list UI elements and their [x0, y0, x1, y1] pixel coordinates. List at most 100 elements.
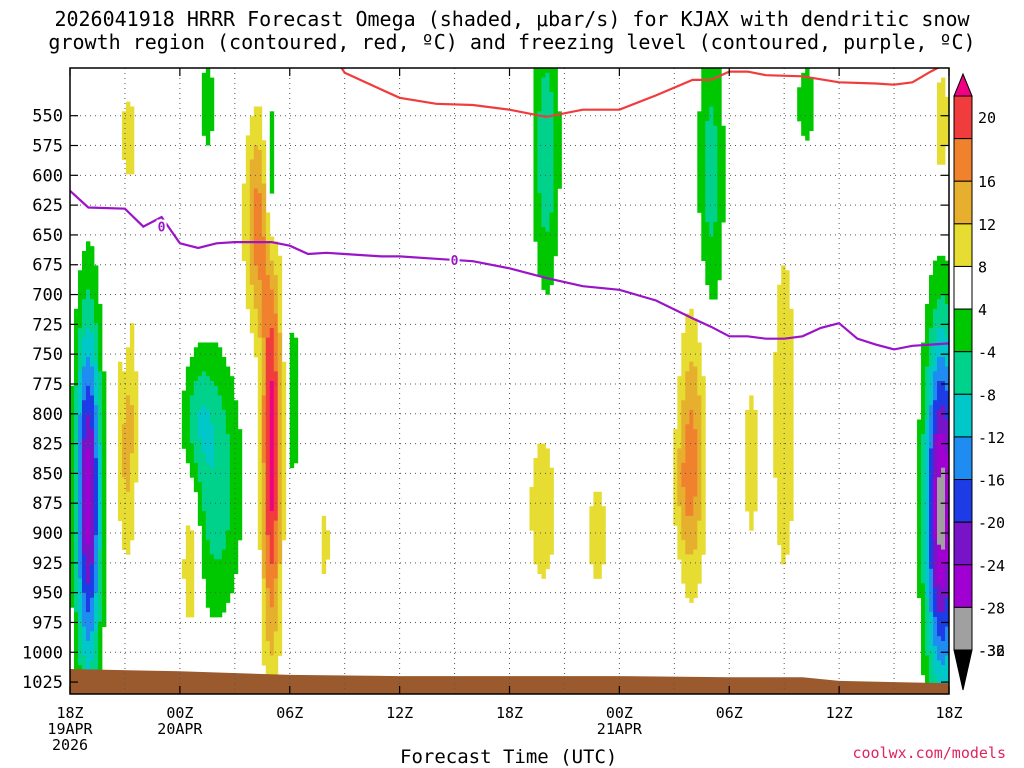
- omega-cell: [273, 578, 279, 632]
- omega-cell: [269, 111, 275, 194]
- colorbar-bin: [953, 479, 973, 523]
- omega-cell: [945, 96, 950, 146]
- omega-cell: [693, 496, 698, 550]
- omega-cell: [693, 549, 698, 599]
- omega-cell: [261, 395, 267, 464]
- omega-cell: [945, 597, 950, 627]
- omega-cell: [941, 467, 946, 550]
- omega-cell: [133, 371, 139, 483]
- omega-cell: [945, 626, 950, 656]
- omega-cell: [945, 655, 950, 685]
- omega-cell: [193, 347, 199, 382]
- colorbar-bin: [953, 606, 973, 651]
- omega-cell: [221, 356, 227, 411]
- omega-cell: [181, 559, 187, 579]
- omega-cell: [685, 371, 690, 425]
- omega-cell: [933, 433, 938, 478]
- omega-cell: [545, 448, 550, 570]
- omega-cell: [221, 409, 227, 550]
- omega-cell: [125, 491, 131, 555]
- omega-cell: [209, 424, 215, 469]
- omega-cell: [937, 255, 942, 300]
- omega-cell: [189, 356, 195, 396]
- omega-cell: [189, 395, 195, 444]
- omega-cell: [93, 592, 99, 632]
- omega-cell: [209, 467, 215, 555]
- y-tick-label: 675: [32, 256, 63, 276]
- omega-cell: [945, 390, 950, 420]
- omega-cell: [933, 308, 938, 343]
- omega-cell: [933, 616, 938, 647]
- omega-cell: [925, 597, 930, 656]
- omega-cell: [125, 395, 131, 493]
- omega-cell: [269, 607, 275, 656]
- omega-cell: [945, 453, 950, 565]
- omega-cell: [257, 106, 263, 151]
- omega-cell: [673, 429, 678, 526]
- contour-label-bg: [449, 252, 460, 267]
- omega-cell: [705, 222, 710, 286]
- omega-cell: [549, 212, 554, 286]
- y-tick-label: 1025: [22, 673, 63, 693]
- omega-cell: [189, 443, 195, 478]
- omega-cell: [941, 255, 946, 295]
- omega-cell: [197, 376, 203, 411]
- omega-cell: [773, 352, 778, 478]
- credit-link[interactable]: coolwx.com/models: [852, 744, 1006, 762]
- colorbar-label: -8: [978, 386, 996, 404]
- omega-cell: [549, 92, 554, 213]
- omega-cell: [781, 265, 786, 565]
- omega-cell: [685, 313, 690, 372]
- omega-cell: [93, 265, 99, 324]
- omega-cell: [269, 328, 275, 382]
- x-tick-label: 18Z: [935, 704, 962, 722]
- omega-cell: [701, 376, 706, 555]
- omega-cell: [777, 284, 782, 546]
- omega-cell: [77, 328, 83, 372]
- omega-cell: [689, 515, 694, 555]
- x-tick-label: 21APR: [597, 720, 643, 738]
- omega-cell: [541, 77, 546, 228]
- y-tick-label: 700: [32, 286, 63, 306]
- omega-cell: [97, 371, 103, 444]
- omega-cell: [265, 641, 271, 695]
- y-tick-label: 625: [32, 196, 63, 216]
- omega-cell: [117, 361, 123, 522]
- omega-cell: [205, 68, 211, 146]
- colorbar-label: -24: [978, 557, 1005, 575]
- omega-cell: [74, 308, 79, 387]
- omega-cell: [265, 212, 271, 242]
- omega-cell: [197, 342, 203, 377]
- omega-cell: [261, 578, 267, 666]
- omega-cell: [89, 429, 95, 565]
- omega-cell: [93, 631, 99, 676]
- omega-cell: [89, 597, 95, 632]
- colorbar-bin: [953, 138, 973, 182]
- y-tick-label: 850: [32, 464, 63, 484]
- omega-cell: [945, 303, 950, 339]
- omega-cell: [233, 400, 239, 575]
- omega-cell: [941, 665, 946, 690]
- omega-cell: [921, 433, 926, 584]
- colorbar: 20 16 12 8 4 -4 -8 -12 -16 -20 -24 -28 -32-36: [953, 72, 1005, 691]
- omega-cell: [85, 544, 91, 584]
- omega-cell: [261, 140, 267, 184]
- omega-cell: [533, 458, 538, 565]
- omega-cell: [269, 289, 275, 329]
- omega-cell: [937, 381, 942, 411]
- omega-cell: [933, 400, 938, 435]
- omega-cell: [85, 414, 91, 449]
- omega-cell: [77, 414, 83, 579]
- omega-cell: [213, 342, 219, 387]
- colorbar-label: -28: [978, 599, 1005, 617]
- omega-cell: [97, 303, 103, 372]
- omega-cell: [85, 385, 91, 416]
- omega-cell: [77, 578, 83, 623]
- colorbar-label: -16: [978, 472, 1005, 490]
- omega-cell: [537, 111, 542, 194]
- colorbar-label: 12: [978, 216, 996, 234]
- omega-cell: [93, 405, 99, 459]
- omega-cell: [85, 583, 91, 613]
